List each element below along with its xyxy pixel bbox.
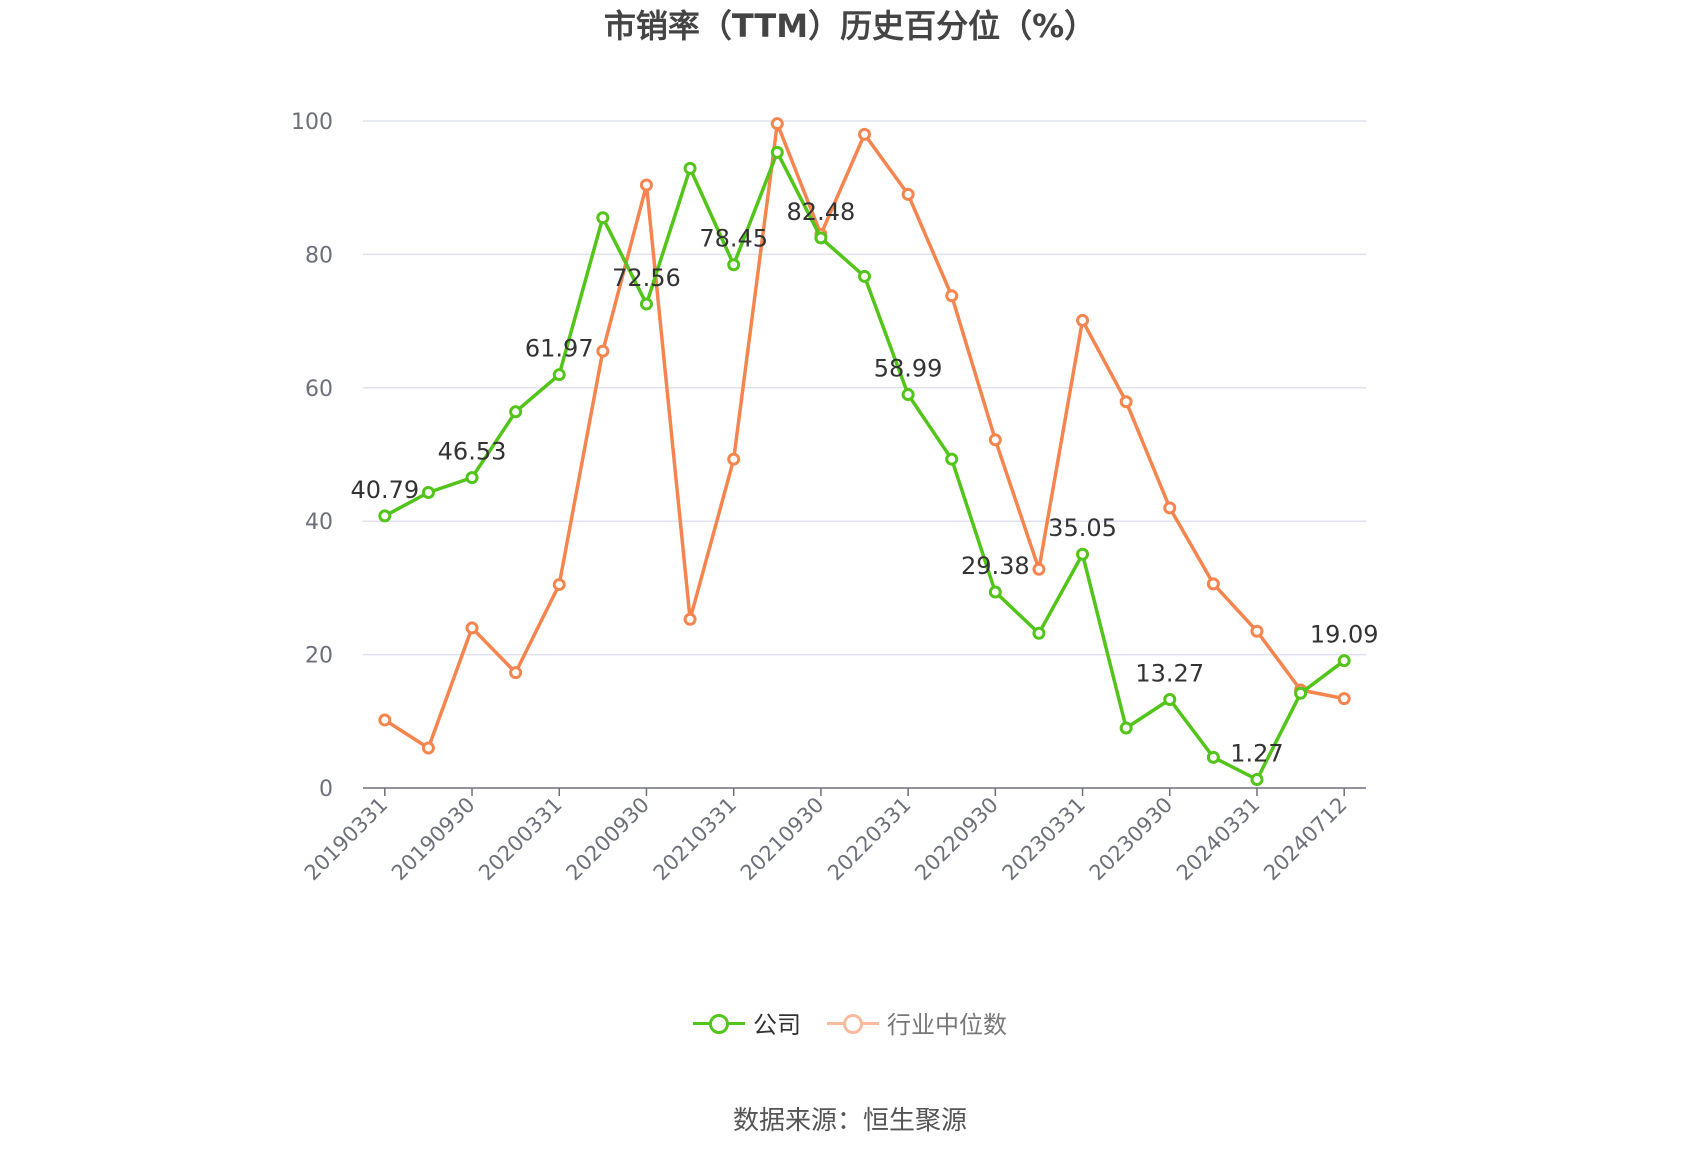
industry-point (1163, 501, 1177, 515)
x-tick-label: 20220930 (910, 793, 1003, 886)
industry-point (1337, 692, 1351, 706)
legend: 公司 行业中位数 (0, 1005, 1700, 1040)
company-point (552, 368, 566, 382)
legend-label-industry: 行业中位数 (887, 1011, 1007, 1039)
series (378, 117, 1351, 787)
x-tick-label: 20230930 (1085, 793, 1178, 886)
industry-point (509, 666, 523, 680)
x-tick-label: 20210930 (736, 793, 829, 886)
x-tick-label: 20240331 (1172, 793, 1265, 886)
data-label: 1.27 (1230, 740, 1283, 768)
industry-point (639, 178, 653, 192)
x-tick-label: 20240712 (1259, 793, 1352, 886)
x-tick-label: 20210331 (649, 793, 742, 886)
company-point (901, 388, 915, 402)
industry-point (945, 289, 959, 303)
x-tick-label: 20200331 (474, 793, 567, 886)
company-point (596, 211, 610, 225)
data-labels: 40.79 46.53 61.97 72.56 78.45 82.48 58.99 29.38… (350, 198, 1378, 768)
data-label: 13.27 (1135, 659, 1204, 687)
company-point (945, 452, 959, 466)
company-point (727, 258, 741, 272)
legend-item-company[interactable]: 公司 (693, 1005, 801, 1040)
industry-point (378, 713, 392, 727)
company-point (509, 405, 523, 419)
industry-point (858, 127, 871, 141)
industry-point (1076, 313, 1090, 327)
line-chart: 0 20 40 60 80 100 2019033120190930202003312020… (291, 110, 1379, 885)
company-point (988, 585, 1002, 599)
company-point (770, 145, 784, 159)
industry-point (770, 117, 784, 131)
company-point (1250, 773, 1264, 787)
grid-lines (363, 120, 1366, 656)
company-point (639, 297, 653, 311)
company-point (1163, 692, 1177, 706)
y-tick-label: 40 (305, 510, 333, 535)
x-tick-label: 20200930 (561, 793, 654, 886)
industry-point (1032, 562, 1046, 576)
data-label: 35.05 (1048, 514, 1117, 542)
company-point (1076, 547, 1090, 561)
industry-point (465, 621, 479, 635)
data-label: 46.53 (438, 438, 507, 466)
chart-title: 市销率（TTM）历史百分位（%） (603, 7, 1097, 45)
y-tick-label: 0 (319, 777, 333, 802)
legend-item-industry[interactable]: 行业中位数 (827, 1005, 1007, 1040)
industry-point (1250, 624, 1264, 638)
y-tick-label: 60 (305, 377, 333, 402)
industry-point (552, 578, 566, 592)
company-point (814, 231, 828, 245)
company-point (465, 471, 479, 485)
company-point (858, 269, 871, 283)
data-label: 72.56 (612, 264, 681, 292)
company-point (683, 161, 697, 175)
legend-line-icon (827, 1011, 879, 1035)
industry-point (901, 187, 915, 201)
industry-point (596, 344, 610, 358)
data-label: 19.09 (1310, 621, 1379, 649)
y-tick-label: 80 (305, 243, 333, 268)
data-label: 29.38 (961, 552, 1030, 580)
data-label: 82.48 (787, 198, 856, 226)
company-point (1206, 750, 1220, 764)
legend-label-company: 公司 (753, 1011, 801, 1039)
company-point (1119, 721, 1133, 735)
data-label: 61.97 (525, 335, 594, 363)
axes: 0 20 40 60 80 100 2019033120190930202003312020… (291, 110, 1366, 885)
company-point (378, 509, 392, 523)
y-tick-label: 100 (291, 110, 333, 135)
data-source: 数据来源：恒生聚源 (732, 1106, 967, 1136)
data-label: 40.79 (350, 476, 419, 504)
company-point (421, 486, 435, 500)
data-label: 78.45 (699, 225, 768, 253)
data-label: 58.99 (874, 355, 943, 383)
industry-point (1206, 577, 1220, 591)
x-tick-label: 20230331 (998, 793, 1091, 886)
y-tick-label: 20 (305, 644, 333, 669)
company-point (1032, 626, 1046, 640)
legend-line-icon (693, 1011, 745, 1035)
industry-point (1119, 395, 1133, 409)
industry-point (683, 612, 697, 626)
industry-point (988, 433, 1002, 447)
x-tick-label: 20190930 (387, 793, 480, 886)
x-tick-label: 20190331 (300, 793, 393, 886)
industry-point (421, 741, 435, 755)
industry-point (727, 452, 741, 466)
x-tick-label: 20220331 (823, 793, 916, 886)
company-point (1337, 654, 1351, 668)
company-point (1294, 686, 1308, 700)
